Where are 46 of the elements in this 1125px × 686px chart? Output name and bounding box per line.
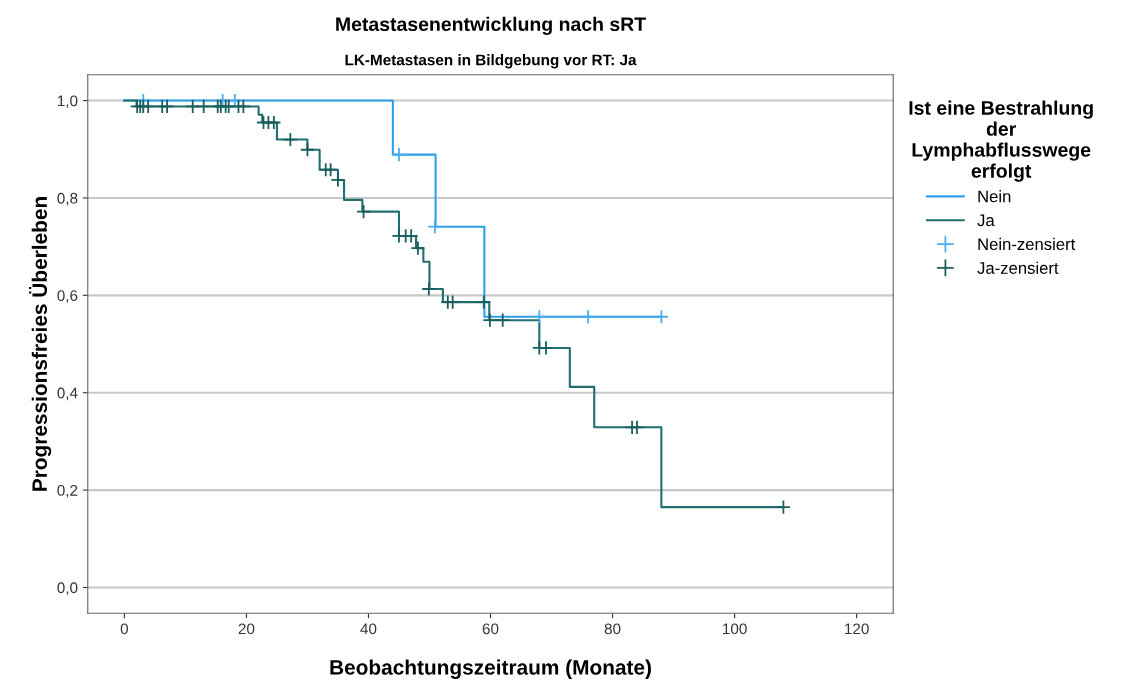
point	[299, 142, 315, 158]
x-tick-label: 0	[120, 623, 129, 635]
point	[227, 93, 243, 109]
x-tick-label: 100	[723, 623, 747, 635]
point	[356, 204, 372, 220]
point	[323, 162, 339, 178]
point	[330, 172, 346, 188]
y-tick-label: 1,0	[57, 95, 78, 109]
x-axis-title: Beobachtungszeitraum (Monate)	[330, 659, 651, 679]
chart-subtitle: LK-Metastasen in Bildgebung vor RT: Ja	[345, 54, 637, 69]
point	[531, 309, 547, 325]
point	[159, 98, 175, 114]
legend-label: Nein-zensiert	[978, 237, 1076, 251]
point	[476, 294, 492, 310]
y-tick-label: 0,8	[57, 192, 78, 206]
x-tick-label: 80	[604, 623, 621, 635]
point	[282, 132, 298, 148]
point	[410, 240, 426, 256]
legend-label: Ja	[977, 214, 995, 227]
point	[775, 499, 791, 515]
y-tick-label: 0,4	[57, 387, 78, 401]
point	[427, 219, 443, 235]
legend-label: Ja-zensiert	[977, 261, 1059, 274]
y-tick-label: 0,6	[57, 290, 78, 303]
y-tick-label: 0,2	[57, 484, 78, 498]
point	[196, 98, 212, 114]
x-tick-label: 40	[360, 623, 377, 635]
chart-title: Metastasenentwicklung nach sRT	[336, 16, 646, 35]
legend-label: Nein	[978, 190, 1011, 203]
point	[580, 309, 596, 325]
point	[266, 114, 282, 130]
point	[215, 93, 231, 109]
point	[140, 98, 156, 114]
x-tick-label: 120	[845, 623, 869, 635]
point	[495, 312, 511, 328]
point	[629, 419, 645, 435]
point	[653, 309, 669, 325]
legend-title: Ist eine Bestrahlung der Lymphabflusswege erfolgt	[909, 100, 1093, 182]
y-tick-label: 0,0	[57, 582, 78, 595]
point	[482, 312, 498, 328]
x-tick-label: 60	[482, 623, 499, 635]
point	[391, 147, 407, 163]
y-axis-title: Progressionsfreies Überleben	[29, 197, 52, 491]
point	[421, 281, 437, 297]
x-tick-label: 20	[238, 623, 255, 635]
point	[235, 98, 251, 114]
